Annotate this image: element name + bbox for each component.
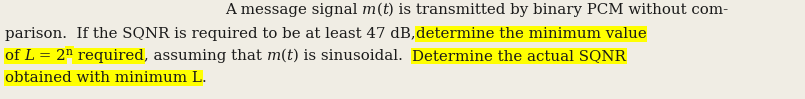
FancyBboxPatch shape [4, 70, 203, 86]
Text: ) is transmitted by binary PCM without com-: ) is transmitted by binary PCM without c… [388, 3, 729, 17]
FancyBboxPatch shape [415, 26, 647, 42]
Text: .: . [202, 71, 207, 85]
Text: determine the minimum value: determine the minimum value [415, 27, 646, 41]
FancyBboxPatch shape [23, 48, 35, 64]
Text: = 2: = 2 [35, 49, 66, 63]
Text: m: m [266, 49, 281, 63]
Text: m: m [362, 3, 377, 17]
Text: of: of [5, 49, 24, 63]
FancyBboxPatch shape [4, 48, 26, 64]
Text: L: L [24, 49, 35, 63]
Text: Determine the actual SQNR: Determine the actual SQNR [412, 49, 625, 63]
Text: required: required [73, 49, 144, 63]
Text: n: n [66, 47, 73, 57]
Text: , assuming that: , assuming that [144, 49, 266, 63]
Text: (: ( [281, 49, 287, 63]
FancyBboxPatch shape [33, 48, 67, 64]
Text: A message signal: A message signal [225, 3, 362, 17]
Text: (: ( [377, 3, 382, 17]
FancyBboxPatch shape [65, 46, 74, 58]
Text: obtained with minimum L: obtained with minimum L [5, 71, 202, 85]
Text: t: t [382, 3, 388, 17]
Text: ) is sinusoidal.: ) is sinusoidal. [293, 49, 412, 63]
Text: t: t [287, 49, 293, 63]
Text: parison.  If the SQNR is required to be at least 47 dB,: parison. If the SQNR is required to be a… [5, 27, 415, 41]
FancyBboxPatch shape [411, 48, 627, 64]
FancyBboxPatch shape [72, 48, 145, 64]
